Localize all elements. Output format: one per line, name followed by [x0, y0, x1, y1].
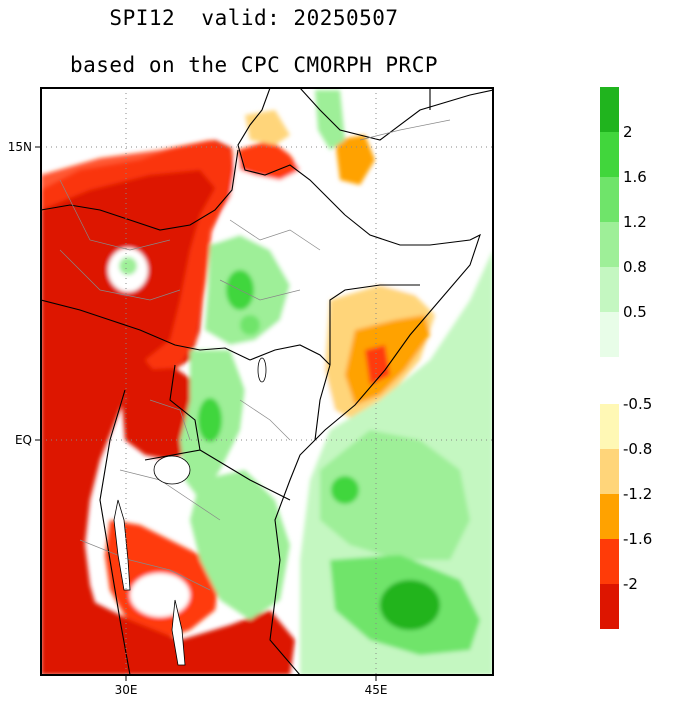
colorbar-wet-label: 1.2	[623, 213, 647, 231]
colorbar-dry-label: -0.5	[623, 395, 652, 413]
dry-region-west-edge	[41, 140, 235, 378]
gridlines	[41, 88, 493, 675]
colorbar-wet-swatch	[600, 177, 619, 222]
colorbar-wet-swatch	[600, 222, 619, 267]
colorbar-dry-label: -2	[623, 575, 638, 593]
wet-region-ocean-mid	[320, 430, 470, 560]
colorbar-wet: 0.5 0.8 1.2 1.6 2	[600, 87, 647, 357]
colorbar-wet-swatch	[600, 132, 619, 177]
dry-region-eritrea	[238, 140, 300, 180]
dry-region-south	[41, 600, 295, 675]
border-drc	[99, 389, 131, 675]
country-borders	[41, 88, 493, 675]
lake-turkana	[257, 357, 267, 383]
dry-fringe-eritrea	[245, 110, 290, 145]
colorbar-wet-label: 1.6	[623, 168, 647, 186]
lake-tanganyika	[113, 499, 131, 591]
colorbar-wet-label: 0.8	[623, 258, 647, 276]
horn-no-data	[335, 200, 480, 300]
coastline-horn	[269, 214, 481, 675]
colorbar-wet-swatch	[600, 87, 619, 132]
border-sudan	[41, 149, 239, 231]
lat-tick-15n: 15N	[8, 140, 32, 154]
border-ethiopia-kenya	[249, 344, 331, 366]
colorbar-dry-swatch	[600, 584, 619, 629]
map-title: SPI12 valid: 20250507	[109, 6, 399, 30]
border-south-sudan	[41, 299, 251, 361]
wet-patch-west	[119, 257, 137, 275]
colorbar-wet-swatch	[600, 312, 619, 357]
border-kenya-somalia	[314, 364, 331, 441]
lakes	[113, 357, 267, 666]
wet-core-uganda	[198, 398, 222, 442]
dry-region-yemen	[335, 135, 375, 185]
lat-tick-eq: EQ	[15, 433, 32, 447]
colorbar-wet-label: 2	[623, 123, 633, 141]
border-uganda	[144, 364, 201, 461]
colorbar-dry: -0.5 -0.8 -1.2 -1.6 -2	[600, 395, 652, 629]
admin-borders	[59, 119, 451, 591]
colorbar-dry-swatch	[600, 494, 619, 539]
dry-peak-somalia	[365, 345, 390, 385]
colorbar-dry-swatch	[600, 539, 619, 584]
wet-core-ocean	[380, 580, 440, 630]
map-field	[41, 88, 493, 675]
lake-victoria	[153, 455, 191, 485]
colorbar-dry-label: -1.2	[623, 485, 652, 503]
colorbar-wet-swatch	[600, 267, 619, 312]
lake-malawi	[171, 599, 186, 666]
colorbar-dry-swatch	[600, 404, 619, 449]
colorbar-dry-label: -1.6	[623, 530, 652, 548]
axis-ticks	[35, 146, 377, 681]
lon-tick-30e: 30E	[115, 683, 138, 697]
border-yemen	[299, 88, 493, 141]
lon-tick-45e: 45E	[365, 683, 388, 697]
wet-core-ethiopia-2	[240, 315, 260, 335]
map-frame	[40, 87, 494, 676]
wet-region-tanzania	[190, 470, 290, 620]
border-kenya-tanzania	[199, 449, 291, 501]
border-somalia	[329, 284, 420, 365]
coastline-red-sea	[237, 88, 346, 216]
colorbar-wet-label: 0.5	[623, 303, 647, 321]
no-anomaly-patch-south	[130, 573, 190, 617]
colorbar-dry-label: -0.8	[623, 440, 652, 458]
colorbar-dry-swatch	[600, 449, 619, 494]
wet-core-ocean-2	[331, 476, 359, 504]
map-subtitle: based on the CPC CMORPH PRCP	[69, 53, 438, 77]
